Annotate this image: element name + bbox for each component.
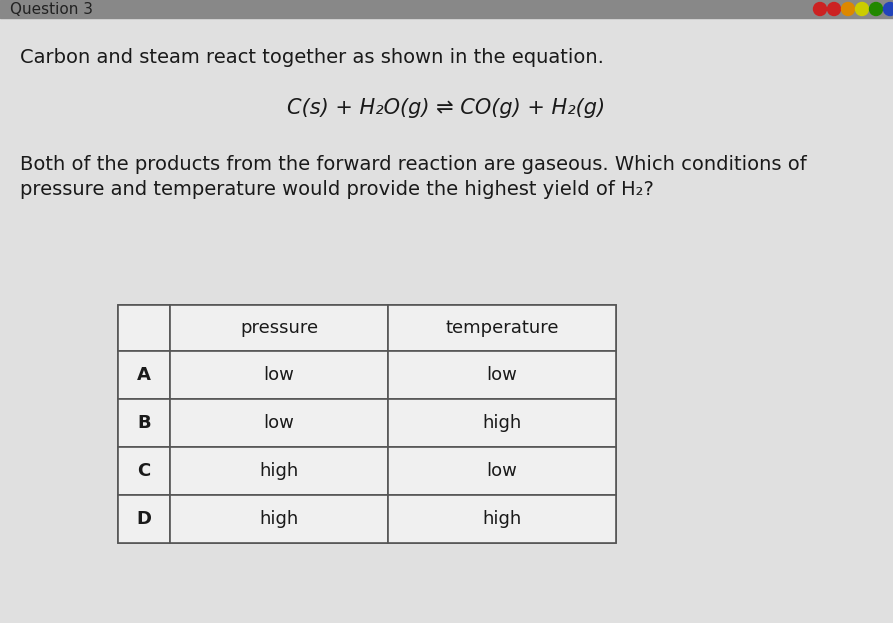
Bar	[118, 305, 170, 351]
Bar	[170, 399, 388, 447]
Text: D: D	[137, 510, 152, 528]
Circle shape	[841, 2, 855, 16]
Text: high: high	[482, 510, 522, 528]
Bar	[388, 399, 616, 447]
Bar	[118, 351, 170, 399]
Circle shape	[870, 2, 882, 16]
Text: pressure and temperature would provide the highest yield of H₂?: pressure and temperature would provide t…	[20, 180, 654, 199]
Bar	[0, 0, 893, 18]
Bar	[388, 351, 616, 399]
Text: C(s) + H₂O(g) ⇌ CO(g) + H₂(g): C(s) + H₂O(g) ⇌ CO(g) + H₂(g)	[287, 98, 605, 118]
Text: Carbon and steam react together as shown in the equation.: Carbon and steam react together as shown…	[20, 48, 604, 67]
Text: B: B	[138, 414, 151, 432]
Bar	[170, 305, 388, 351]
Circle shape	[814, 2, 827, 16]
Circle shape	[828, 2, 840, 16]
Text: temperature: temperature	[446, 319, 559, 337]
Bar	[170, 351, 388, 399]
Bar	[388, 305, 616, 351]
Text: high: high	[482, 414, 522, 432]
Text: low: low	[263, 414, 295, 432]
Text: Both of the products from the forward reaction are gaseous. Which conditions of: Both of the products from the forward re…	[20, 155, 806, 174]
Text: low: low	[487, 462, 517, 480]
Bar	[388, 495, 616, 543]
Text: high: high	[259, 510, 298, 528]
Bar	[118, 305, 616, 543]
Bar	[118, 447, 170, 495]
Circle shape	[883, 2, 893, 16]
Text: high: high	[259, 462, 298, 480]
Bar	[118, 495, 170, 543]
Text: Question 3: Question 3	[10, 1, 93, 16]
Bar	[170, 447, 388, 495]
Bar	[118, 399, 170, 447]
Bar	[388, 447, 616, 495]
Text: pressure: pressure	[240, 319, 318, 337]
Circle shape	[855, 2, 869, 16]
Text: low: low	[263, 366, 295, 384]
Bar	[170, 495, 388, 543]
Text: A: A	[137, 366, 151, 384]
Text: low: low	[487, 366, 517, 384]
Text: C: C	[138, 462, 151, 480]
